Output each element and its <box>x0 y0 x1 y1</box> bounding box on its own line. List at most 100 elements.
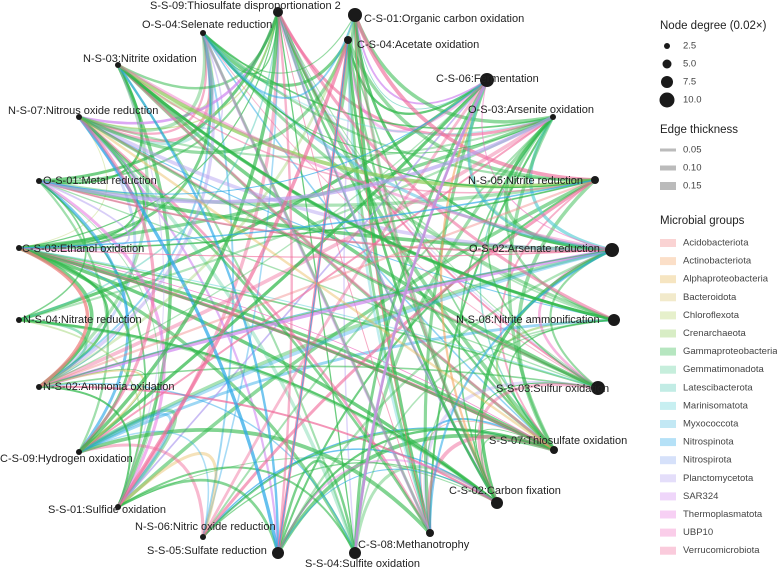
edge <box>503 115 613 252</box>
edge <box>38 180 110 453</box>
edge <box>38 64 143 185</box>
legend-label: Actinobacteriota <box>683 256 752 267</box>
edge <box>18 32 213 250</box>
edge <box>508 319 615 451</box>
edge <box>277 11 498 504</box>
nodes: S-S-09:Thiosulfate disproportionation 2 C… <box>0 0 627 569</box>
edge <box>277 11 431 534</box>
edge <box>276 11 615 322</box>
node <box>491 497 503 509</box>
node <box>591 176 599 184</box>
edge <box>38 79 488 195</box>
edge <box>38 14 357 389</box>
node-label: O-S-01:Metal reduction <box>43 175 157 187</box>
edge <box>516 178 597 451</box>
node-label: C-S-08:Methanotrophy <box>358 539 470 551</box>
edge <box>117 11 280 90</box>
node <box>115 504 121 510</box>
edge <box>38 249 613 388</box>
edge <box>202 14 356 99</box>
edge <box>346 39 596 182</box>
edge <box>18 247 613 258</box>
legend-label: Acidobacteriota <box>683 238 749 249</box>
node <box>36 384 42 390</box>
edge <box>38 32 215 389</box>
edge <box>38 385 498 504</box>
edge <box>18 180 87 321</box>
edge <box>78 248 613 454</box>
legend-size-symbol <box>659 92 675 108</box>
edge <box>346 39 499 504</box>
edge <box>277 11 599 389</box>
legend-title: Edge thickness <box>660 124 738 136</box>
edge <box>499 179 596 451</box>
legend-swatch <box>660 347 676 356</box>
node-label: S-S-03:Sulfur oxidation <box>496 383 609 395</box>
legend-label: Thermoplasmatota <box>683 509 763 520</box>
legend-label: Bacteroidota <box>683 292 737 303</box>
edge <box>276 11 293 554</box>
edge <box>78 318 615 454</box>
edge <box>38 248 613 389</box>
edge <box>354 14 488 110</box>
node <box>200 534 206 540</box>
edge <box>116 64 172 508</box>
node-label: S-S-05:Sulfate reduction <box>147 545 267 557</box>
edge <box>458 116 554 504</box>
edge <box>77 115 155 454</box>
node-label: S-S-09:Thiosulfate disproportionation 2 <box>150 0 341 12</box>
node-label: N-S-05:Nitrite reduction <box>468 175 583 187</box>
node <box>115 62 121 68</box>
edge <box>117 64 596 194</box>
node <box>16 245 22 251</box>
legend-thickness-symbol <box>660 148 676 152</box>
node <box>426 529 434 537</box>
node-label: C-S-01:Organic carbon oxidation <box>364 13 524 25</box>
edge <box>487 116 599 389</box>
edge <box>18 179 596 249</box>
edge <box>353 14 499 504</box>
edge <box>481 435 555 504</box>
node <box>200 30 206 36</box>
edge <box>38 180 147 508</box>
edge <box>38 365 599 389</box>
node-label: C-S-03:Ethanol oxidation <box>22 243 144 255</box>
edge <box>467 79 613 251</box>
legend-label: 0.10 <box>683 163 702 174</box>
legend-label: 7.5 <box>683 77 696 88</box>
edge <box>38 180 160 508</box>
node <box>480 73 494 87</box>
node <box>16 317 22 323</box>
edge <box>346 39 432 534</box>
legend-label: SAR324 <box>683 491 718 502</box>
edge <box>18 11 279 249</box>
edge <box>439 79 498 504</box>
edge <box>18 319 142 508</box>
legend-swatch <box>660 546 676 555</box>
legend-label: Marinisomatota <box>683 400 749 411</box>
edge <box>474 382 599 504</box>
edge <box>424 319 615 534</box>
edge <box>504 116 615 322</box>
legend-swatch <box>660 293 676 302</box>
legend-swatch <box>660 365 676 374</box>
edge <box>202 428 555 538</box>
edge <box>38 32 212 388</box>
legend-swatch <box>660 510 676 519</box>
edge <box>277 11 599 389</box>
edge <box>276 248 613 554</box>
node-label: O-S-03:Arsenite oxidation <box>468 104 594 116</box>
edge <box>18 246 555 452</box>
edge <box>38 79 488 388</box>
legend-size-symbol <box>661 76 673 88</box>
node <box>273 7 283 17</box>
legend-label: 5.0 <box>683 59 696 70</box>
node-label: C-S-02:Carbon fixation <box>449 485 561 497</box>
legend-swatch <box>660 257 676 266</box>
edge <box>116 63 599 390</box>
node <box>349 547 361 559</box>
legend: Node degree (0.02×) Edge thickness Micro… <box>659 20 777 556</box>
legend-label: Gammaproteobacteria <box>683 346 777 357</box>
legend-swatch <box>660 492 676 501</box>
